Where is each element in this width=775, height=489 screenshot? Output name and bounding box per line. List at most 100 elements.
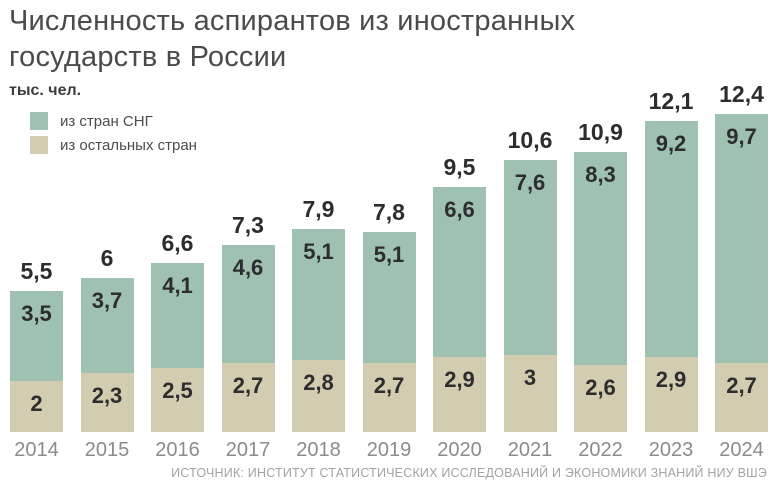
stacked-bar: 5,1 2,7	[362, 232, 416, 432]
bar-segment-other: 2,9	[644, 357, 698, 432]
stacked-bar: 8,3 2,6	[574, 152, 627, 432]
bar-segment-other: 2,6	[574, 365, 627, 432]
segment-value-label: 2,8	[303, 370, 334, 395]
legend-swatch-cis	[30, 112, 48, 130]
bar-segment-other: 2,7	[715, 363, 768, 432]
x-axis-year-label: 2017	[225, 439, 271, 461]
x-axis-year-label: 2016	[155, 439, 200, 461]
stacked-bar-chart: 5,5 3,5 2 2014 6 3,7 2,3 2015 6,6 4,1 2,5 2016 7,3 4,…	[10, 0, 768, 461]
legend-swatch-other	[30, 136, 48, 154]
segment-value-label: 2,3	[91, 383, 123, 408]
segment-value-label: 3	[523, 365, 537, 390]
segment-value-label: 2,6	[585, 375, 616, 400]
segment-value-label: 2,9	[444, 367, 475, 392]
bar-segment-other: 2,9	[433, 357, 486, 432]
x-axis-year-label: 2024	[719, 439, 764, 461]
bar-segment-cis: 9,2	[644, 121, 698, 357]
bar-total-label: 6	[100, 245, 114, 271]
legend-item-other: из остальных стран	[30, 136, 197, 154]
bar-column: 9,5 6,6 2,9 2020	[433, 0, 486, 461]
stacked-bar: 6,6 2,9	[433, 187, 486, 432]
bar-segment-cis: 4,6	[221, 245, 275, 363]
bar-total-label: 7,8	[373, 199, 405, 225]
stacked-bar: 7,6 3	[503, 160, 557, 432]
bar-column: 6 3,7 2,3 2015	[80, 0, 134, 461]
page-title: Численность аспирантов из иностранных го…	[9, 5, 576, 73]
x-axis-year-label: 2015	[84, 439, 130, 461]
segment-value-label: 4,6	[232, 255, 264, 280]
segment-value-label: 3,5	[21, 301, 52, 326]
legend-label-cis: из стран СНГ	[60, 112, 153, 130]
segment-value-label: 2,9	[655, 367, 687, 392]
bar-segment-other: 2,5	[151, 368, 204, 432]
bar-total-label: 12,1	[648, 88, 694, 114]
bar-segment-cis: 9,7	[715, 114, 768, 363]
bar-segment-cis: 7,6	[503, 160, 557, 355]
bar-total-label: 7,9	[302, 196, 335, 222]
unit-label: тыс. чел.	[9, 82, 82, 99]
legend-label-other: из остальных стран	[60, 136, 197, 154]
bar-column: 7,9 5,1 2,8 2018	[292, 0, 345, 461]
segment-value-label: 2,5	[162, 378, 193, 403]
stacked-bar: 3,5 2	[10, 291, 63, 432]
x-axis-year-label: 2023	[648, 439, 694, 461]
bar-segment-other: 2,3	[80, 373, 134, 432]
bar-segment-other: 2	[10, 381, 63, 432]
segment-value-label: 5,1	[303, 239, 334, 264]
segment-value-label: 5,1	[373, 242, 405, 267]
stacked-bar: 4,1 2,5	[151, 263, 204, 432]
segment-value-label: 3,7	[91, 288, 123, 313]
segment-value-label: 9,2	[655, 131, 687, 156]
bar-segment-other: 2,7	[362, 363, 416, 432]
stacked-bar: 9,7 2,7	[715, 114, 768, 432]
x-axis-year-label: 2014	[14, 439, 59, 461]
bar-segment-cis: 3,7	[80, 278, 134, 373]
legend-item-cis: из стран СНГ	[30, 112, 197, 130]
bar-total-label: 10,9	[578, 119, 623, 145]
bar-column: 7,3 4,6 2,7 2017	[221, 0, 275, 461]
segment-value-label: 9,7	[726, 124, 757, 149]
bar-segment-other: 2,7	[221, 363, 275, 432]
bar-total-label: 12,4	[719, 81, 764, 107]
bar-column: 12,1 9,2 2,9 2023	[644, 0, 698, 461]
segment-value-label: 2	[30, 391, 43, 416]
bar-column: 10,6 7,6 3 2021	[503, 0, 557, 461]
bar-segment-cis: 6,6	[433, 187, 486, 357]
source-note: ИСТОЧНИК: ИНСТИТУТ СТАТИСТИЧЕСКИХ ИССЛЕД…	[171, 466, 767, 480]
segment-value-label: 8,3	[585, 162, 616, 187]
bar-column: 6,6 4,1 2,5 2016	[151, 0, 204, 461]
x-axis-year-label: 2022	[578, 439, 623, 461]
stacked-bar: 5,1 2,8	[292, 229, 345, 432]
segment-value-label: 2,7	[232, 373, 264, 398]
bar-segment-other: 3	[503, 355, 557, 432]
x-axis-year-label: 2019	[366, 439, 412, 461]
stacked-bar: 4,6 2,7	[221, 245, 275, 432]
segment-value-label: 7,6	[514, 170, 546, 195]
bar-total-label: 9,5	[443, 154, 476, 180]
segment-value-label: 6,6	[444, 197, 475, 222]
bar-column: 5,5 3,5 2 2014	[10, 0, 63, 461]
segment-value-label: 2,7	[373, 373, 405, 398]
bar-segment-other: 2,8	[292, 360, 345, 432]
bar-segment-cis: 3,5	[10, 291, 63, 381]
x-axis-year-label: 2020	[437, 439, 482, 461]
bar-total-label: 7,3	[232, 212, 264, 238]
bar-total-label: 6,6	[161, 230, 194, 256]
stacked-bar: 9,2 2,9	[644, 121, 698, 432]
bar-segment-cis: 8,3	[574, 152, 627, 365]
segment-value-label: 2,7	[726, 373, 757, 398]
x-axis-year-label: 2021	[507, 439, 553, 461]
bar-column: 10,9 8,3 2,6 2022	[574, 0, 627, 461]
bar-total-label: 10,6	[507, 127, 553, 153]
bar-total-label: 5,5	[20, 258, 53, 284]
bar-segment-cis: 5,1	[292, 229, 345, 360]
x-axis-year-label: 2018	[296, 439, 341, 461]
legend: из стран СНГ из остальных стран	[30, 112, 197, 154]
bar-column: 12,4 9,7 2,7 2024	[715, 0, 768, 461]
bar-segment-cis: 5,1	[362, 232, 416, 363]
stacked-bar: 3,7 2,3	[80, 278, 134, 432]
bar-segment-cis: 4,1	[151, 263, 204, 368]
bar-column: 7,8 5,1 2,7 2019	[362, 0, 416, 461]
segment-value-label: 4,1	[162, 273, 193, 298]
